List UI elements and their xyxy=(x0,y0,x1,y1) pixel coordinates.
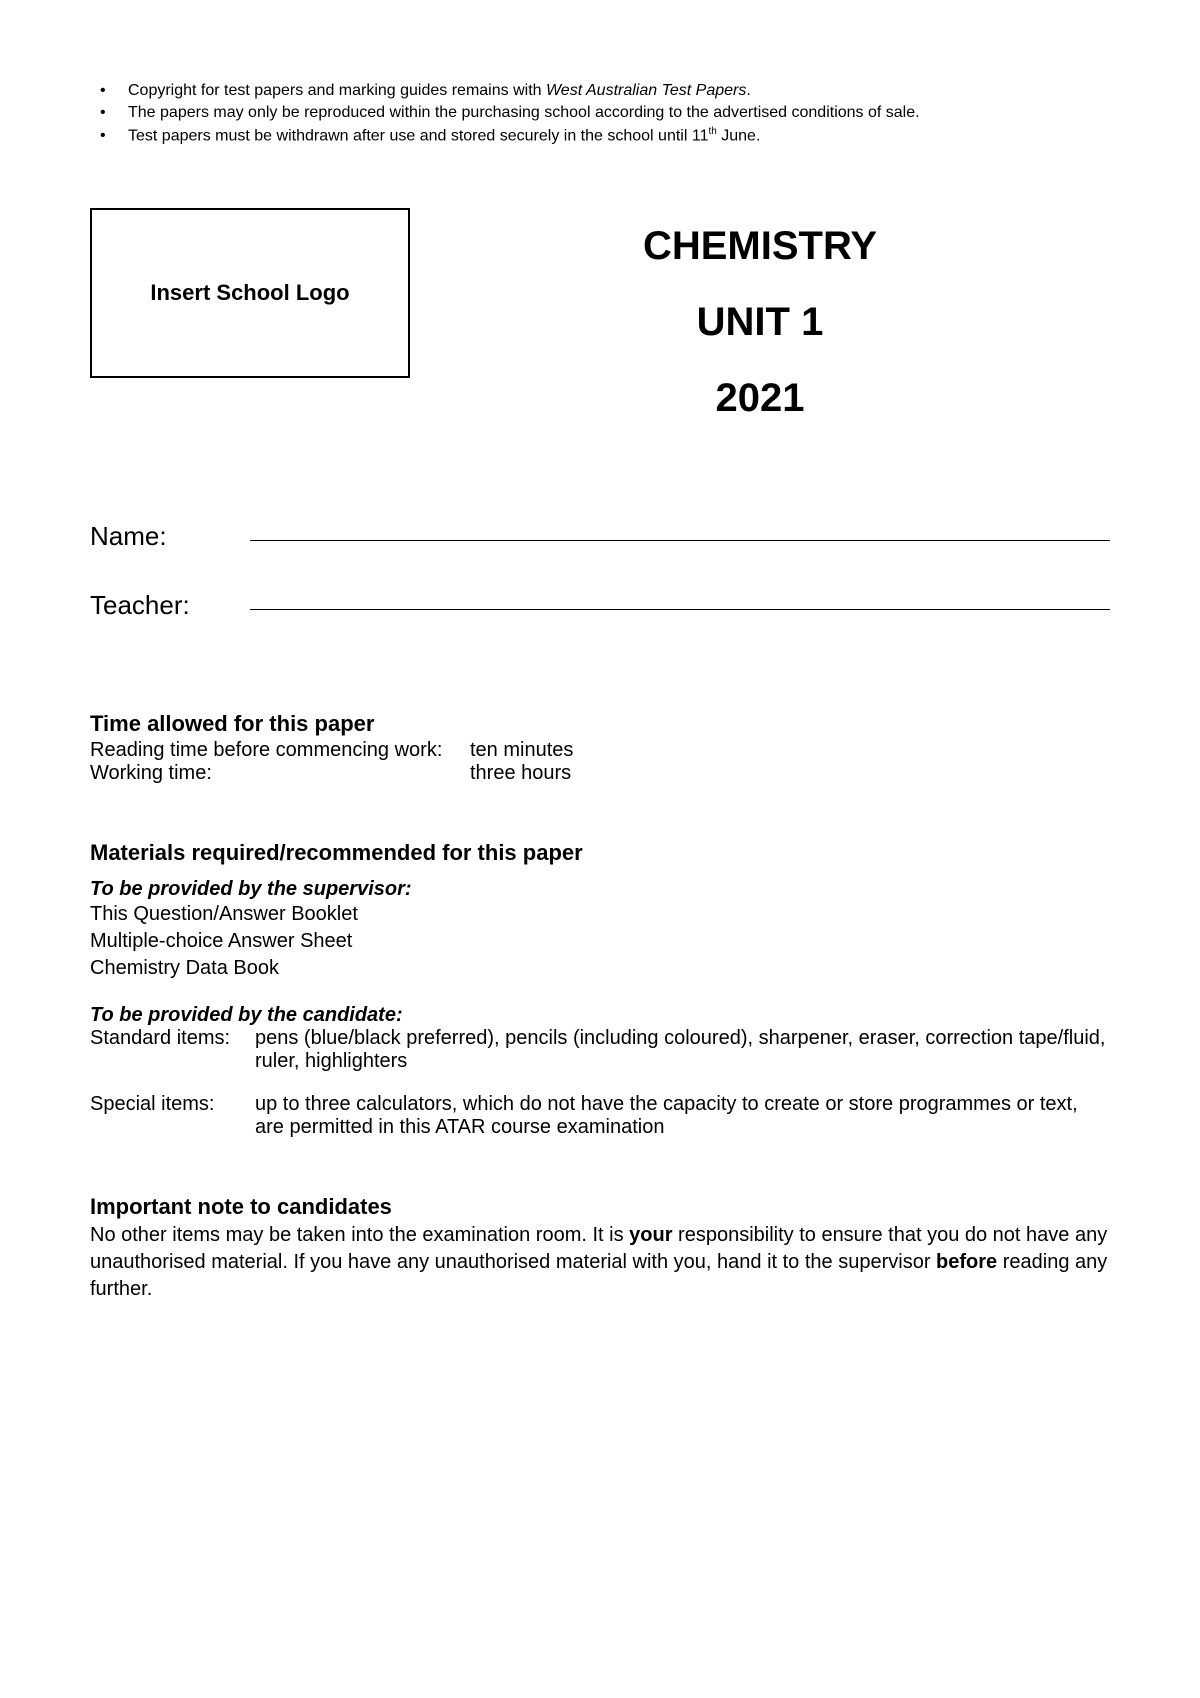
supervisor-subheading: To be provided by the supervisor: xyxy=(90,878,1110,901)
note-text-before: before xyxy=(936,1251,997,1273)
standard-items-row: Standard items: pens (blue/black preferr… xyxy=(90,1027,1110,1073)
special-items-row: Special items: up to three calculators, … xyxy=(90,1093,1110,1139)
working-time-row: Working time: three hours xyxy=(90,762,1110,785)
title-subject: CHEMISTRY xyxy=(410,208,1110,284)
copyright-text-3-sup: th xyxy=(708,126,716,137)
note-text-pre: No other items may be taken into the exa… xyxy=(90,1224,629,1246)
important-note-heading: Important note to candidates xyxy=(90,1194,1110,1220)
note-text-your: your xyxy=(629,1224,672,1246)
supervisor-item-3: Chemistry Data Book xyxy=(90,955,1110,982)
materials-section: Materials required/recommended for this … xyxy=(90,840,1110,1139)
time-section: Time allowed for this paper Reading time… xyxy=(90,711,1110,785)
logo-placeholder-box: Insert School Logo xyxy=(90,208,410,378)
copyright-text-1a: Copyright for test papers and marking gu… xyxy=(128,82,546,99)
standard-items-value: pens (blue/black preferred), pencils (in… xyxy=(255,1027,1110,1073)
reading-time-row: Reading time before commencing work: ten… xyxy=(90,739,1110,762)
important-note-text: No other items may be taken into the exa… xyxy=(90,1222,1110,1303)
reading-time-label: Reading time before commencing work: xyxy=(90,739,470,762)
header-row: Insert School Logo CHEMISTRY UNIT 1 2021 xyxy=(90,208,1110,436)
important-note-section: Important note to candidates No other it… xyxy=(90,1194,1110,1303)
teacher-input-line[interactable] xyxy=(250,609,1110,610)
copyright-text-1b: . xyxy=(746,82,750,99)
reading-time-value: ten minutes xyxy=(470,739,573,762)
supervisor-item-1: This Question/Answer Booklet xyxy=(90,901,1110,928)
name-field-row: Name: xyxy=(90,521,1110,552)
materials-heading: Materials required/recommended for this … xyxy=(90,840,1110,866)
copyright-item-1: Copyright for test papers and marking gu… xyxy=(90,80,1110,102)
title-unit: UNIT 1 xyxy=(410,284,1110,360)
working-time-label: Working time: xyxy=(90,762,470,785)
copyright-text-3a: Test papers must be withdrawn after use … xyxy=(128,127,708,144)
special-items-value: up to three calculators, which do not ha… xyxy=(255,1093,1110,1139)
logo-placeholder-text: Insert School Logo xyxy=(150,280,349,306)
candidate-subheading: To be provided by the candidate: xyxy=(90,1004,1110,1027)
copyright-list: Copyright for test papers and marking gu… xyxy=(90,80,1110,148)
working-time-value: three hours xyxy=(470,762,571,785)
copyright-text-1-italic: West Australian Test Papers xyxy=(546,82,746,99)
copyright-text-3b: June. xyxy=(717,127,761,144)
supervisor-item-2: Multiple-choice Answer Sheet xyxy=(90,928,1110,955)
teacher-field-row: Teacher: xyxy=(90,590,1110,621)
time-heading: Time allowed for this paper xyxy=(90,711,1110,737)
copyright-item-3: Test papers must be withdrawn after use … xyxy=(90,125,1110,148)
standard-items-label: Standard items: xyxy=(90,1027,255,1073)
special-items-label: Special items: xyxy=(90,1093,255,1139)
title-year: 2021 xyxy=(410,360,1110,436)
name-label: Name: xyxy=(90,521,240,552)
teacher-label: Teacher: xyxy=(90,590,240,621)
title-block: CHEMISTRY UNIT 1 2021 xyxy=(410,208,1110,436)
copyright-item-2: The papers may only be reproduced within… xyxy=(90,102,1110,124)
name-input-line[interactable] xyxy=(250,540,1110,541)
